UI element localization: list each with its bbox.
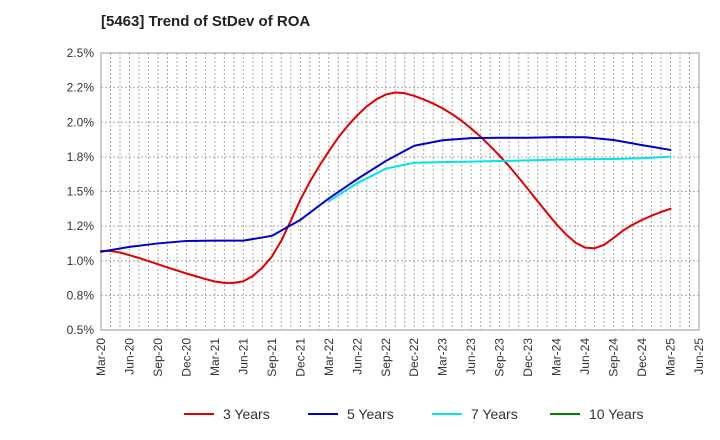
x-tick-label: Dec-23 bbox=[521, 338, 535, 377]
y-tick-label: 0.5% bbox=[67, 323, 95, 337]
series-line-7-years bbox=[327, 155, 672, 203]
x-tick-label: Sep-21 bbox=[265, 338, 279, 377]
x-tick-label: Mar-24 bbox=[550, 338, 564, 376]
series-line-3-years bbox=[100, 91, 672, 284]
chart-title: [5463] Trend of StDev of ROA bbox=[101, 13, 311, 30]
x-tick-label: Dec-20 bbox=[179, 338, 193, 377]
x-tick-label: Mar-21 bbox=[208, 338, 222, 376]
x-tick-label: Jun-24 bbox=[578, 338, 592, 375]
legend-label-10-years: 10 Years bbox=[589, 406, 644, 422]
x-tick-label: Jun-25 bbox=[692, 338, 706, 375]
y-tick-label: 1.8% bbox=[67, 150, 95, 164]
x-tick-label: Jun-23 bbox=[464, 338, 478, 375]
x-tick-label: Jun-22 bbox=[350, 338, 364, 375]
x-tick-label: Mar-25 bbox=[664, 338, 678, 376]
x-tick-label: Mar-22 bbox=[322, 338, 336, 376]
x-tick-label: Sep-23 bbox=[493, 338, 507, 377]
y-tick-label: 2.2% bbox=[67, 81, 95, 95]
x-tick-label: Mar-23 bbox=[436, 338, 450, 376]
series-line-5-years bbox=[100, 136, 672, 253]
y-tick-label: 1.0% bbox=[67, 254, 95, 268]
y-tick-label: 0.8% bbox=[67, 288, 95, 302]
x-tick-label: Jun-20 bbox=[122, 338, 136, 375]
legend-label-3-years: 3 Years bbox=[223, 406, 270, 422]
x-tick-label: Sep-24 bbox=[607, 338, 621, 377]
y-tick-label: 1.2% bbox=[67, 219, 95, 233]
x-tick-label: Sep-20 bbox=[151, 338, 165, 377]
x-tick-label: Sep-22 bbox=[379, 338, 393, 377]
x-tick-label: Jun-21 bbox=[236, 338, 250, 375]
legend-label-5-years: 5 Years bbox=[347, 406, 394, 422]
y-tick-label: 2.5% bbox=[67, 46, 95, 60]
x-tick-label: Dec-21 bbox=[293, 338, 307, 377]
legend-label-7-years: 7 Years bbox=[471, 406, 518, 422]
y-tick-label: 1.5% bbox=[67, 185, 95, 199]
y-tick-label: 2.0% bbox=[67, 115, 95, 129]
x-tick-label: Mar-20 bbox=[94, 338, 108, 376]
x-tick-label: Dec-24 bbox=[635, 338, 649, 377]
x-tick-label: Dec-22 bbox=[407, 338, 421, 377]
